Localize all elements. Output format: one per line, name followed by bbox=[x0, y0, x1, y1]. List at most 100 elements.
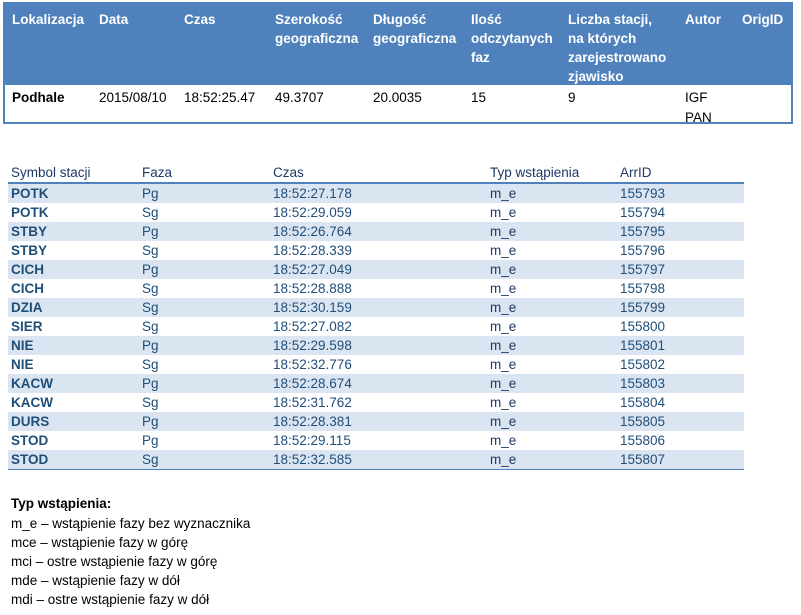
header-dlugosc: Długość geograficzna bbox=[373, 10, 456, 48]
header-lokalizacja: Lokalizacja bbox=[12, 12, 85, 27]
legend-item-m-e: m_e – wstąpienie fazy bez wyznacznika bbox=[11, 516, 251, 531]
table-row: STOD Pg 18:52:29.115 m_e 155806 bbox=[8, 431, 744, 450]
arrival-czas: 18:52:28.888 bbox=[273, 281, 352, 296]
arrival-czas: 18:52:27.049 bbox=[273, 262, 352, 277]
table-row: NIE Pg 18:52:29.598 m_e 155801 bbox=[8, 336, 744, 355]
arrival-faza: Pg bbox=[142, 376, 159, 391]
arrival-typ: m_e bbox=[490, 433, 517, 448]
cell-autor: IGF PAN bbox=[685, 88, 712, 128]
cell-lokalizacja: Podhale bbox=[12, 90, 65, 105]
arrival-arrid: 155804 bbox=[620, 395, 666, 410]
arrival-czas: 18:52:31.762 bbox=[273, 395, 352, 410]
header-data: Data bbox=[99, 12, 129, 27]
arrival-symbol: STOD bbox=[11, 433, 49, 448]
cell-liczba: 9 bbox=[568, 90, 576, 105]
arrival-faza: Pg bbox=[142, 414, 159, 429]
arrival-typ: m_e bbox=[490, 338, 517, 353]
cell-dlugosc: 20.0035 bbox=[373, 90, 422, 105]
arrival-czas: 18:52:27.082 bbox=[273, 319, 352, 334]
arrival-faza: Pg bbox=[142, 262, 159, 277]
header-liczba-line-2: na których bbox=[568, 31, 637, 46]
arrival-faza: Sg bbox=[142, 395, 159, 410]
legend-item-mci: mci – ostre wstąpienie fazy w górę bbox=[11, 554, 218, 569]
arrivals-header-typ: Typ wstąpienia bbox=[490, 165, 580, 180]
arrival-arrid: 155795 bbox=[620, 224, 666, 239]
event-summary-table: Lokalizacja Data Czas Szerokość geografi… bbox=[3, 2, 793, 125]
table-row: CICH Pg 18:52:27.049 m_e 155797 bbox=[8, 260, 744, 279]
arrival-faza: Sg bbox=[142, 205, 159, 220]
arrivals-header-faza: Faza bbox=[142, 165, 173, 180]
header-szerokosc: Szerokość geograficzna bbox=[275, 10, 358, 48]
table-row: KACW Pg 18:52:28.674 m_e 155803 bbox=[8, 374, 744, 393]
cell-ilosc: 15 bbox=[471, 90, 487, 105]
table-row: POTK Sg 18:52:29.059 m_e 155794 bbox=[8, 203, 744, 222]
arrivals-body: POTK Pg 18:52:27.178 m_e 155793 POTK Sg 18:52:2… bbox=[8, 184, 744, 469]
cell-autor-line-1: IGF bbox=[685, 90, 708, 105]
arrival-czas: 18:52:32.776 bbox=[273, 357, 352, 372]
arrival-arrid: 155793 bbox=[620, 186, 666, 201]
arrival-arrid: 155798 bbox=[620, 281, 666, 296]
arrival-symbol: CICH bbox=[11, 281, 44, 296]
arrivals-table: Symbol stacji Faza Czas Typ wstąpienia A… bbox=[8, 163, 744, 470]
arrivals-header-symbol: Symbol stacji bbox=[11, 165, 91, 180]
header-liczba-line-3: zarejestrowano bbox=[568, 50, 667, 65]
header-dlugosc-line-1: Długość bbox=[373, 12, 427, 27]
arrival-arrid: 155807 bbox=[620, 452, 666, 467]
header-dlugosc-line-2: geograficzna bbox=[373, 31, 457, 46]
legend-title: Typ wstąpienia: bbox=[11, 496, 112, 511]
arrival-faza: Sg bbox=[142, 357, 159, 372]
arrival-symbol: KACW bbox=[11, 376, 53, 391]
arrival-faza: Sg bbox=[142, 243, 159, 258]
table-row: DZIA Sg 18:52:30.159 m_e 155799 bbox=[8, 298, 744, 317]
cell-data: 2015/08/10 bbox=[99, 90, 167, 105]
table-row: POTK Pg 18:52:27.178 m_e 155793 bbox=[8, 184, 744, 203]
arrival-arrid: 155797 bbox=[620, 262, 666, 277]
arrival-czas: 18:52:28.674 bbox=[273, 376, 352, 391]
arrival-symbol: STBY bbox=[11, 224, 48, 239]
table-row: KACW Sg 18:52:31.762 m_e 155804 bbox=[8, 393, 744, 412]
arrival-czas: 18:52:32.585 bbox=[273, 452, 352, 467]
arrival-typ: m_e bbox=[490, 186, 517, 201]
arrival-arrid: 155802 bbox=[620, 357, 666, 372]
arrival-faza: Pg bbox=[142, 338, 159, 353]
header-origid: OrigID bbox=[742, 12, 784, 27]
arrival-symbol: SIER bbox=[11, 319, 43, 334]
arrival-faza: Sg bbox=[142, 300, 159, 315]
arrival-arrid: 155801 bbox=[620, 338, 666, 353]
header-ilosc-line-2: odczytanych bbox=[471, 31, 553, 46]
table-row: NIE Sg 18:52:32.776 m_e 155802 bbox=[8, 355, 744, 374]
header-liczba-line-1: Liczba stacji, bbox=[568, 12, 653, 27]
table-row: STOD Sg 18:52:32.585 m_e 155807 bbox=[8, 450, 744, 469]
header-autor: Autor bbox=[685, 12, 721, 27]
header-liczba-line-4: zjawisko bbox=[568, 69, 624, 84]
arrival-czas: 18:52:28.381 bbox=[273, 414, 352, 429]
arrival-typ: m_e bbox=[490, 414, 517, 429]
arrival-typ: m_e bbox=[490, 452, 517, 467]
arrival-arrid: 155803 bbox=[620, 376, 666, 391]
header-czas: Czas bbox=[184, 12, 216, 27]
table-row: STBY Pg 18:52:26.764 m_e 155795 bbox=[8, 222, 744, 241]
arrival-typ: m_e bbox=[490, 262, 517, 277]
header-ilosc: Ilość odczytanych faz bbox=[471, 10, 553, 67]
arrival-typ: m_e bbox=[490, 376, 517, 391]
table-row: SIER Sg 18:52:27.082 m_e 155800 bbox=[8, 317, 744, 336]
legend-item-mdi: mdi – ostre wstąpienie fazy w dół bbox=[11, 592, 210, 607]
arrival-symbol: CICH bbox=[11, 262, 44, 277]
table-row: DURS Pg 18:52:28.381 m_e 155805 bbox=[8, 412, 744, 431]
arrival-typ: m_e bbox=[490, 224, 517, 239]
arrival-faza: Sg bbox=[142, 452, 159, 467]
arrival-arrid: 155799 bbox=[620, 300, 666, 315]
arrival-arrid: 155805 bbox=[620, 414, 666, 429]
arrival-arrid: 155796 bbox=[620, 243, 666, 258]
arrival-czas: 18:52:28.339 bbox=[273, 243, 352, 258]
arrival-symbol: DURS bbox=[11, 414, 50, 429]
arrival-symbol: KACW bbox=[11, 395, 53, 410]
arrival-symbol: NIE bbox=[11, 338, 34, 353]
arrival-typ: m_e bbox=[490, 300, 517, 315]
header-szerokosc-line-2: geograficzna bbox=[275, 31, 359, 46]
table-row: CICH Sg 18:52:28.888 m_e 155798 bbox=[8, 279, 744, 298]
arrival-czas: 18:52:26.764 bbox=[273, 224, 352, 239]
arrivals-header-arrid: ArrID bbox=[620, 165, 652, 180]
arrival-czas: 18:52:29.598 bbox=[273, 338, 352, 353]
cell-czas: 18:52:25.47 bbox=[184, 90, 256, 105]
